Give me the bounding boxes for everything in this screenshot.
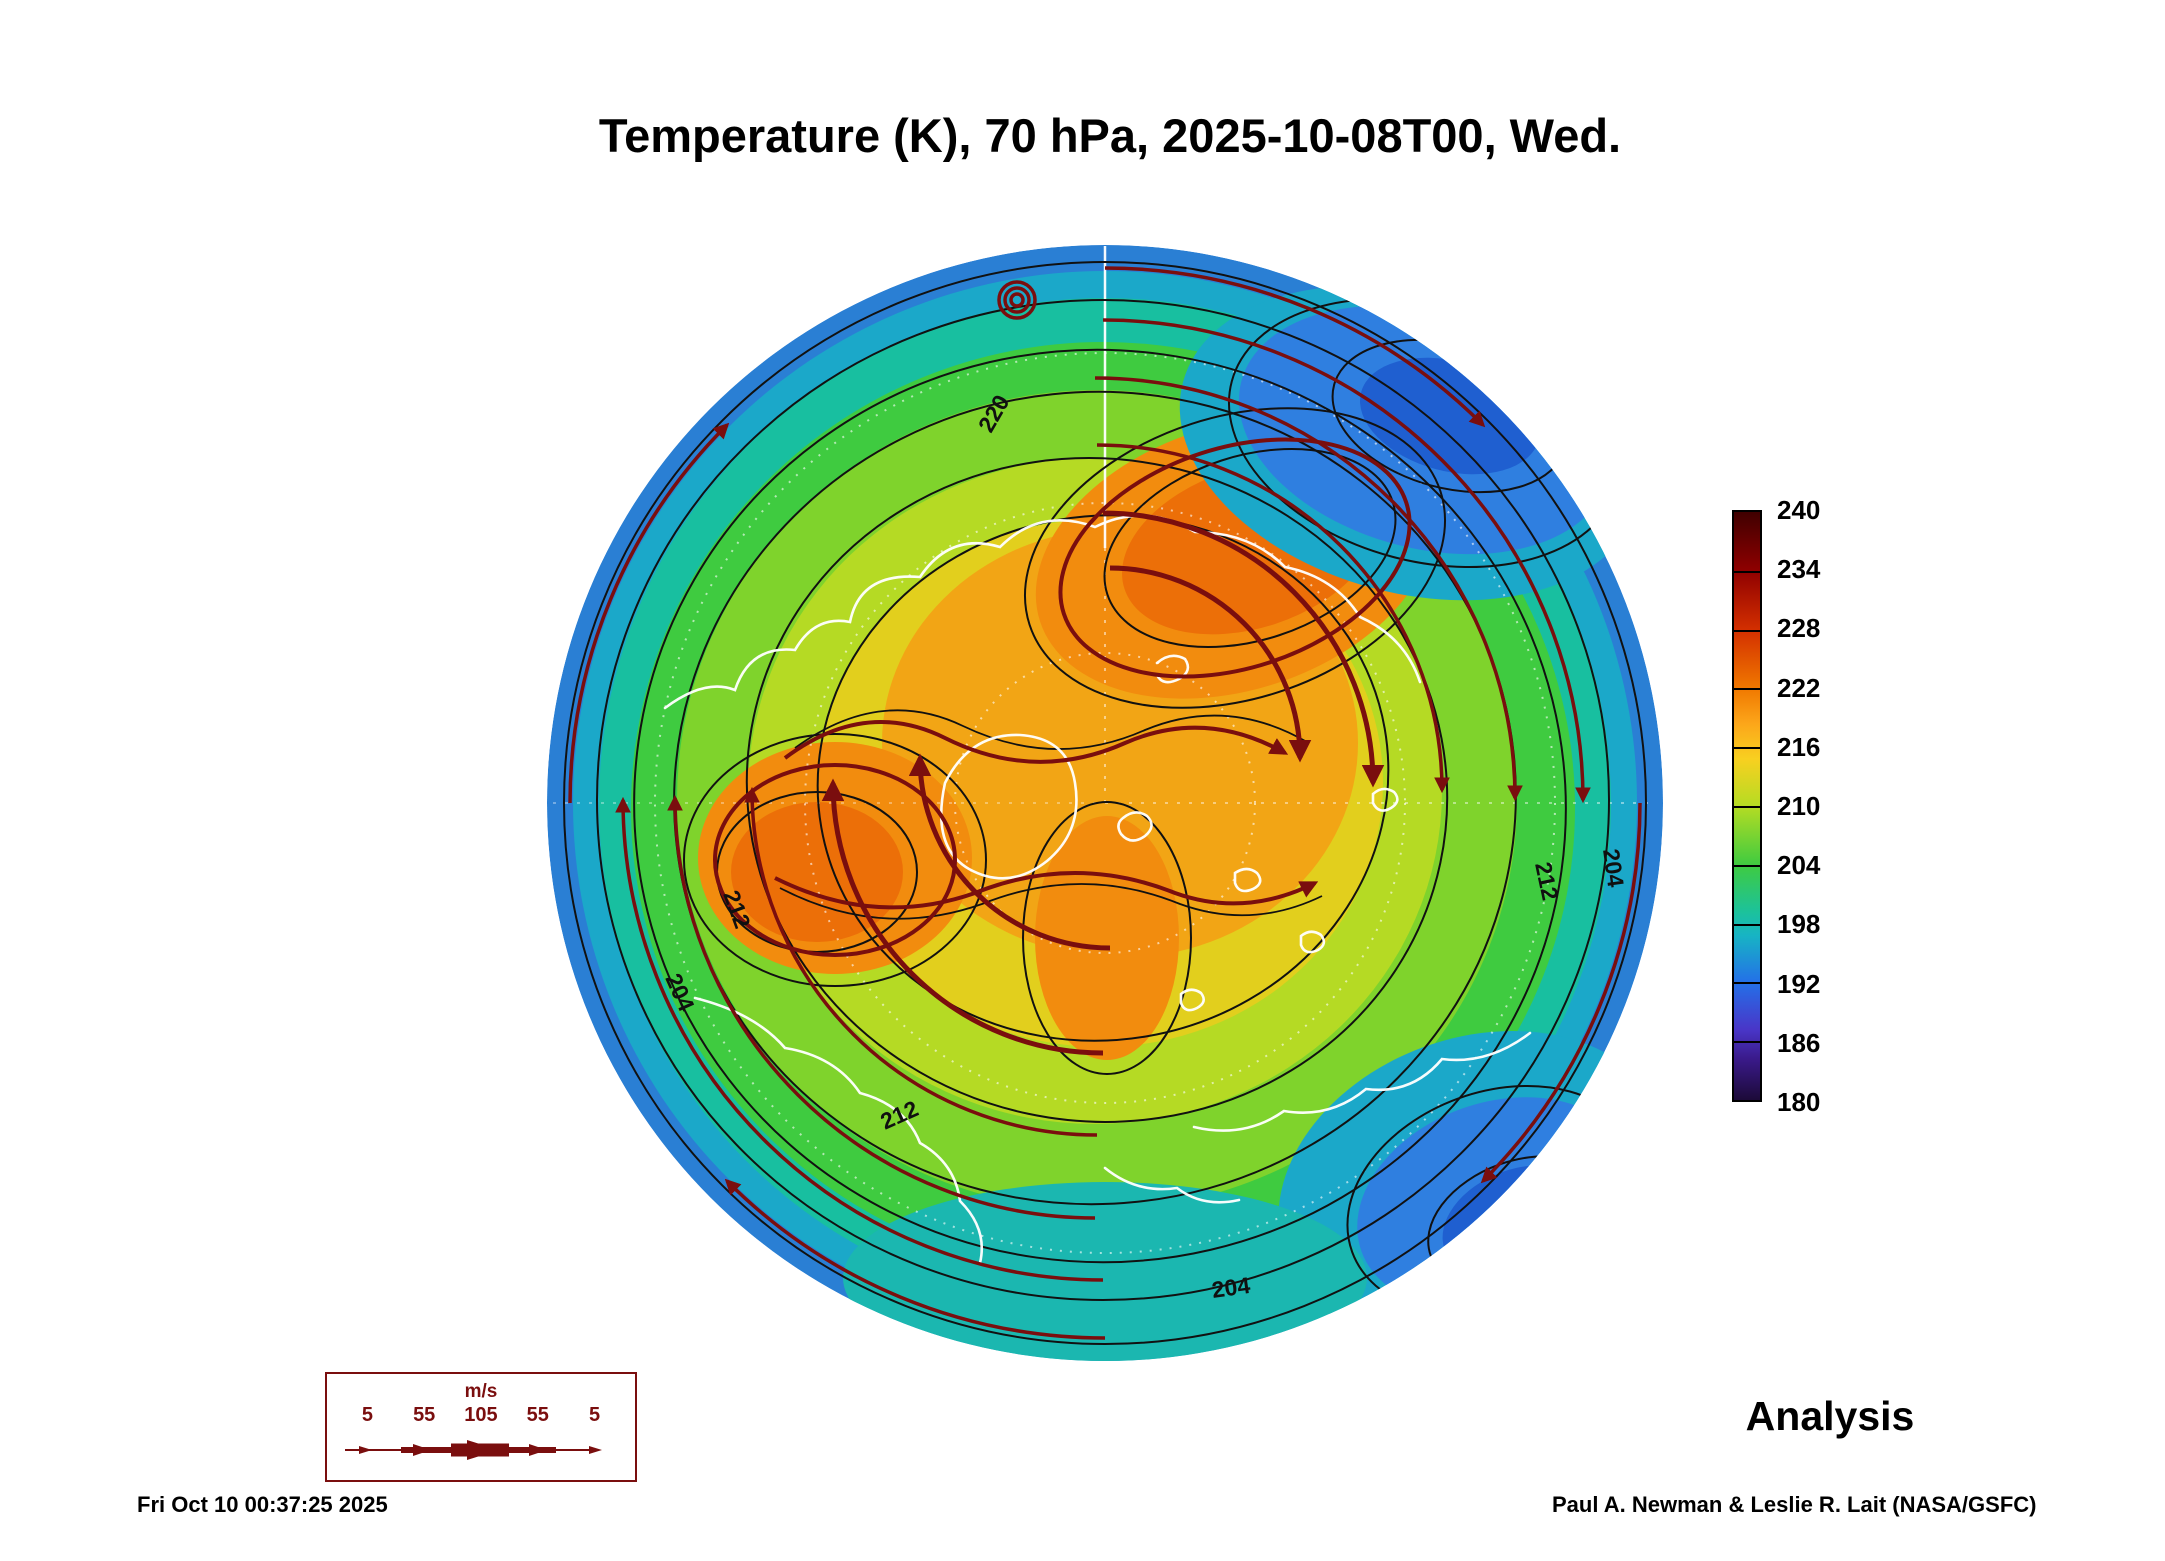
creation-timestamp: Fri Oct 10 00:37:25 2025	[137, 1492, 388, 1517]
wind-speed-legend: m/s 5 55 105 55 5	[325, 1372, 637, 1482]
colorbar-tick	[1734, 747, 1760, 750]
colorbar-tick-label: 210	[1777, 790, 1821, 821]
colorbar-tick-label: 216	[1777, 731, 1821, 762]
colorbar-tick-label: 234	[1777, 554, 1821, 585]
analysis-label: Analysis	[1745, 1393, 1915, 1439]
page-title: Temperature (K), 70 hPa, 2025-10-08T00, …	[598, 109, 1622, 162]
wind-legend-value: 55	[413, 1404, 436, 1426]
svg-text:212: 212	[819, 259, 862, 292]
colorbar-tick	[1734, 806, 1760, 808]
wind-legend-value: 5	[589, 1404, 601, 1426]
wind-streamlines	[568, 266, 1642, 1340]
svg-text:204: 204	[837, 238, 879, 269]
colorbar-tick-label: 180	[1777, 1086, 1821, 1117]
colorbar-tick-label: 240	[1777, 495, 1821, 525]
colorbar-tick	[1734, 864, 1760, 867]
colorbar-labels: 240 234 228 222 216 210 204 198 192 186 …	[1777, 497, 1867, 1115]
wind-legend-values: 5 55 105 55 5	[339, 1404, 623, 1427]
svg-text:204: 204	[1210, 1272, 1252, 1303]
colorbar-tick-label: 228	[1777, 613, 1821, 644]
wind-legend-unit: m/s	[464, 1381, 498, 1402]
graticule	[553, 246, 1657, 1254]
colorbar-tick-label: 192	[1777, 968, 1821, 999]
colorbar-tick	[1734, 688, 1760, 691]
colorbar-tick	[1734, 923, 1760, 926]
colorbar-tick-label: 222	[1777, 672, 1821, 703]
svg-text:204: 204	[1598, 847, 1629, 889]
author-credit: Paul A. Newman & Leslie R. Lait (NASA/GS…	[1552, 1492, 2037, 1517]
colorbar-tick	[1734, 570, 1760, 573]
colorbar-gradient	[1732, 510, 1762, 1102]
colorbar-tick	[1734, 1041, 1760, 1044]
wind-legend-value: 5	[361, 1404, 373, 1426]
colorbar: 240 234 228 222 216 210 204 198 192 186 …	[1732, 497, 1882, 1117]
wind-legend-value: 55	[526, 1404, 549, 1426]
colorbar-tick	[1734, 982, 1760, 985]
coastlines	[663, 514, 1532, 1265]
wind-legend-value: 105	[464, 1404, 498, 1426]
wind-scale-arrow	[345, 1440, 602, 1460]
colorbar-tick-label: 186	[1777, 1027, 1821, 1058]
polar-map: 204 212 220 212 204 212 204 212 204	[547, 238, 1663, 1361]
colorbar-tick-label: 204	[1777, 850, 1821, 881]
colorbar-tick	[1734, 629, 1760, 632]
colorbar-tick-label: 198	[1777, 909, 1821, 940]
